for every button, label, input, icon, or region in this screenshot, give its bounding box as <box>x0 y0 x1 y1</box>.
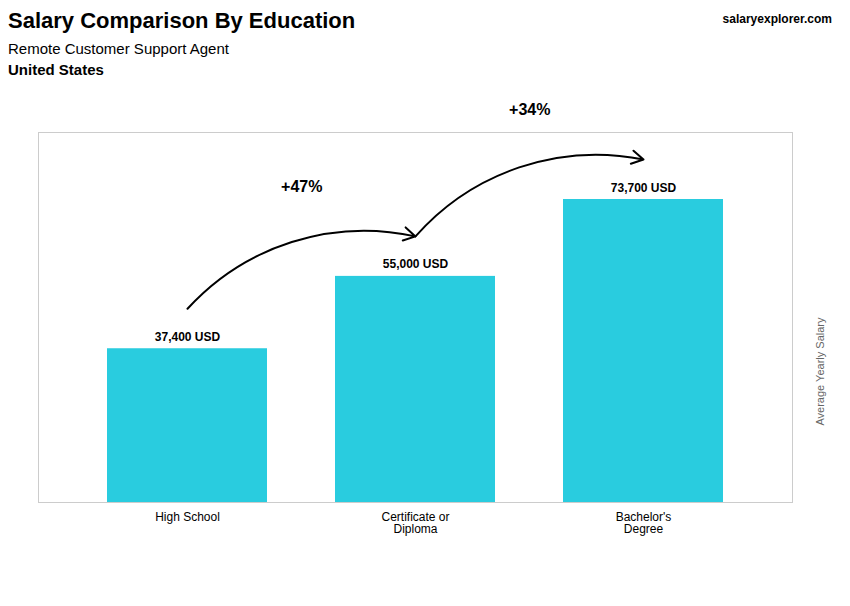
svg-text:Bachelor'sDegree: Bachelor'sDegree <box>616 510 672 536</box>
svg-text:Average Yearly Salary: Average Yearly Salary <box>814 317 826 426</box>
svg-text:37,400 USD: 37,400 USD <box>155 330 221 344</box>
html-text:salaryexplorer.com: salaryexplorer.com <box>722 12 832 26</box>
html-text:Salary Comparison By Education: Salary Comparison By Education <box>8 8 356 33</box>
html-text:United States: United States <box>8 61 104 78</box>
svg-text:73,700 USD: 73,700 USD <box>611 181 677 195</box>
svg-text:55,000 USD: 55,000 USD <box>383 257 449 271</box>
html-text:Remote Customer Support Agent: Remote Customer Support Agent <box>8 40 229 57</box>
svg-text:Certificate orDiploma: Certificate orDiploma <box>381 510 449 536</box>
svg-text:+47%: +47% <box>281 178 322 195</box>
svg-text:High School: High School <box>155 510 220 524</box>
svg-text:+34%: +34% <box>509 101 550 118</box>
